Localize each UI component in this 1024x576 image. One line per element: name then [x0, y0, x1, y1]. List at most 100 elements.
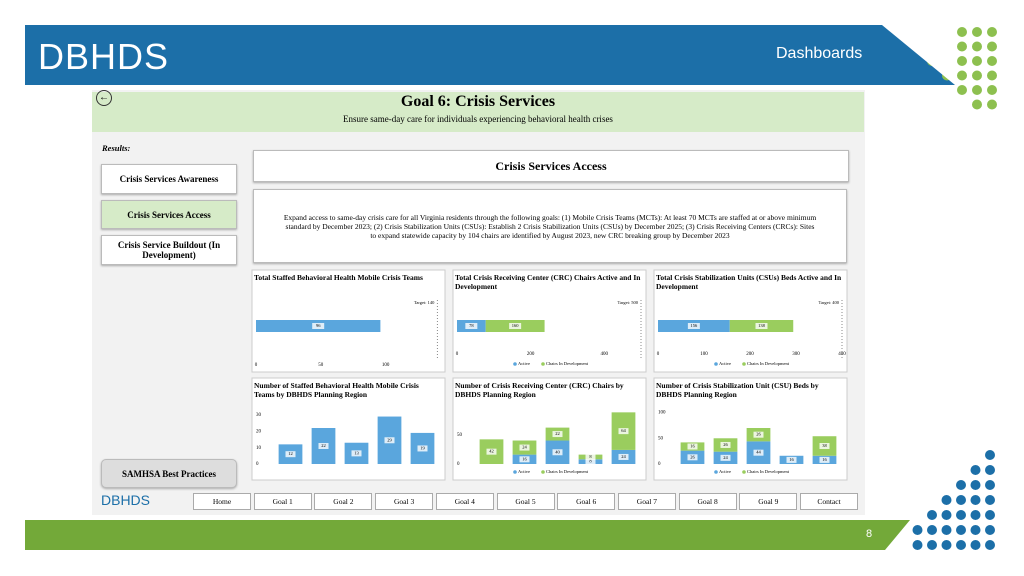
decor-dot	[956, 540, 966, 550]
legend-label: Chairs In Development	[747, 469, 790, 474]
legend-swatch	[714, 362, 718, 366]
x-tick-label: 0	[255, 363, 258, 368]
footer-bar	[25, 520, 910, 550]
value-label: 16	[789, 457, 794, 462]
nav-button[interactable]: Goal 2	[314, 493, 373, 510]
value-label-bg	[509, 323, 522, 329]
chart-title: Total Staffed Behavioral Health Mobile C…	[254, 273, 423, 282]
nav-button[interactable]: Goal 9	[739, 493, 798, 510]
decor-dot	[956, 480, 966, 490]
value-label: 38	[822, 443, 827, 448]
value-label-bg	[618, 428, 629, 435]
decor-dot	[970, 480, 981, 490]
decor-dot	[972, 27, 982, 37]
value-label: 12	[288, 451, 293, 456]
decor-dot	[970, 525, 981, 535]
decor-dot	[956, 510, 966, 520]
decor-triangle	[885, 520, 910, 550]
value-label: 22	[321, 443, 326, 448]
goal-title: Goal 6: Crisis Services	[400, 93, 556, 110]
x-tick-label: 100	[382, 363, 390, 368]
value-label: 24	[621, 454, 626, 459]
menu-item[interactable]: Crisis Services Access	[101, 200, 237, 229]
x-tick-label: 200	[746, 352, 754, 357]
decor-dot	[970, 495, 981, 505]
decor-dot	[912, 540, 923, 550]
value-label: 19	[420, 445, 425, 450]
value-label: 16	[822, 457, 827, 462]
legend-label: Active	[719, 361, 731, 366]
decor-dot	[985, 450, 995, 460]
page-number: 8	[866, 528, 873, 540]
decor-dot	[970, 465, 981, 475]
chart-title: Total Crisis Receiving Center (CRC) Chai…	[455, 273, 641, 291]
decor-dot	[985, 495, 995, 505]
value-label-bg	[465, 323, 478, 329]
value-label: 64	[621, 428, 626, 433]
decor-dot	[957, 85, 967, 95]
legend-label: Chairs In Development	[546, 469, 589, 474]
x-tick-label: 400	[600, 352, 608, 357]
value-label-bg	[312, 323, 325, 329]
section-title: Dashboards	[776, 45, 863, 62]
legend-swatch	[742, 362, 746, 366]
decor-dot	[972, 70, 982, 81]
value-label-bg	[585, 458, 596, 465]
x-tick-label: 0	[456, 352, 459, 357]
y-tick-label: 100	[658, 411, 666, 416]
value-label-bg	[486, 448, 497, 455]
chart-title: Number of Crisis Receiving Center (CRC) …	[455, 381, 624, 399]
decor-dot	[985, 465, 995, 475]
decor-dot	[987, 99, 997, 110]
goal-subtitle: Ensure same-day care for individuals exp…	[343, 114, 613, 124]
back-icon[interactable]: ←	[96, 90, 112, 106]
value-label: 44	[756, 450, 761, 455]
nav-button[interactable]: Goal 7	[617, 493, 676, 510]
value-label: 78	[469, 323, 474, 328]
decor-dot	[987, 27, 997, 37]
decor-dot	[972, 41, 982, 52]
value-label-bg	[819, 456, 830, 463]
value-label: 16	[690, 444, 695, 449]
logo: DBHDS	[38, 36, 170, 77]
nav-button[interactable]: Goal 4	[435, 493, 494, 510]
value-label-bg	[285, 451, 296, 458]
nav-button[interactable]: Goal 1	[253, 493, 312, 510]
value-label-bg	[351, 450, 362, 457]
decor-dot	[972, 85, 982, 95]
menu-item[interactable]: Crisis Services Awareness	[101, 164, 237, 194]
decor-dot	[985, 525, 995, 535]
value-label: 8	[589, 459, 592, 464]
target-label: Target: 400	[819, 300, 840, 305]
legend-label: Chairs In Development	[747, 361, 790, 366]
value-label: 24	[723, 455, 728, 460]
decor-dot	[927, 525, 937, 535]
decor-dot	[987, 41, 997, 52]
nav-button[interactable]: Goal 3	[375, 493, 434, 510]
menu-item[interactable]: Crisis Service Buildout (In Development)	[101, 235, 237, 265]
best-practices-button[interactable]: SAMHSA Best Practices	[101, 459, 237, 488]
nav-button[interactable]: Home	[193, 493, 251, 510]
y-tick-label: 20	[256, 429, 262, 434]
nav-button[interactable]: Goal 6	[557, 493, 616, 510]
nav-button[interactable]: Goal 5	[496, 493, 555, 510]
value-label: 29	[387, 437, 392, 442]
decor-dot	[956, 525, 966, 535]
chart-title: Number of Staffed Behavioral Health Mobi…	[254, 381, 419, 399]
legend-swatch	[714, 470, 718, 474]
target-label: Target: 500	[618, 300, 639, 305]
decor-dot	[941, 510, 952, 520]
decor-dot	[941, 495, 952, 505]
decor-dot	[972, 99, 982, 110]
value-label-bg	[786, 456, 797, 463]
legend-swatch	[541, 470, 545, 474]
nav-button[interactable]: Goal 8	[678, 493, 737, 510]
value-label-bg	[720, 441, 731, 448]
value-label-bg	[755, 323, 768, 329]
value-label-bg	[552, 431, 563, 438]
value-label: 138	[758, 323, 766, 328]
goal-banner	[92, 92, 864, 132]
description: Expand access to same-day crisis care fo…	[253, 189, 847, 263]
nav-logo: DBHDS	[101, 492, 151, 508]
nav-button[interactable]: Contact	[800, 493, 858, 510]
